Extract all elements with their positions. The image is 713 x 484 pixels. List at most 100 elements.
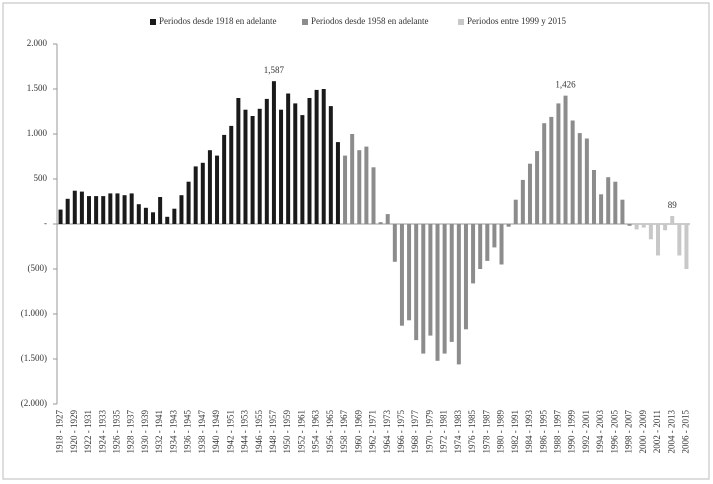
x-tick-label: 1950 - 1959 [282, 410, 292, 454]
bar [350, 134, 355, 224]
bar [492, 224, 497, 248]
bar [648, 224, 653, 240]
x-tick-label: 1978 - 1987 [481, 410, 491, 454]
x-tick-label: 1938 - 1947 [197, 410, 207, 454]
bar [200, 162, 205, 224]
bar [179, 195, 184, 224]
legend-label: Periodos desde 1958 en adelante [311, 16, 428, 26]
legend-swatch [150, 19, 156, 25]
bar [94, 196, 99, 224]
x-tick-label: 1994 - 2003 [595, 410, 605, 454]
x-tick-label: 1940 - 1949 [211, 410, 221, 454]
x-tick-label: 1964 - 1973 [382, 410, 392, 454]
y-tick-label: 1.000 [27, 128, 48, 138]
bar [307, 98, 312, 224]
bar [549, 116, 554, 224]
x-tick-label: 1998 - 2007 [624, 410, 634, 454]
bar [627, 224, 632, 226]
x-tick-label: 1954 - 1963 [311, 410, 321, 454]
bar [634, 224, 639, 230]
bar [563, 95, 568, 224]
bar [165, 216, 170, 224]
bar [655, 224, 660, 256]
bar [79, 191, 84, 224]
bar [613, 181, 618, 224]
x-tick-label: 1926 - 1935 [112, 410, 122, 454]
x-tick-label: 1986 - 1995 [538, 410, 548, 454]
x-tick-label: 1936 - 1945 [183, 410, 193, 454]
bar [527, 163, 532, 224]
x-tick-label: 1980 - 1989 [496, 410, 506, 454]
x-tick-label: 1942 - 1951 [225, 410, 235, 454]
x-tick-label: 1972 - 1981 [439, 410, 449, 454]
x-tick-label: 1958 - 1967 [339, 410, 349, 454]
bar [663, 224, 668, 231]
y-tick-label: (1.000) [21, 308, 47, 318]
x-tick-label: 1974 - 1983 [453, 410, 463, 454]
value-label: 89 [668, 200, 678, 210]
bar [570, 120, 575, 224]
bar [343, 155, 348, 224]
bar [449, 224, 454, 342]
legend-swatch [458, 19, 464, 25]
y-tick-label: 2.000 [27, 38, 48, 48]
bar [207, 150, 212, 224]
bar [72, 190, 77, 224]
bar [101, 196, 106, 224]
bar [371, 167, 376, 224]
bar [535, 151, 540, 224]
bar [506, 224, 511, 227]
bar [215, 155, 220, 224]
bar [186, 181, 191, 224]
bar [392, 224, 397, 262]
bar [620, 199, 625, 224]
bar [463, 224, 468, 330]
bar [335, 142, 340, 224]
value-label: 1,587 [264, 65, 285, 75]
bar [300, 115, 305, 224]
bar [229, 125, 234, 224]
bar [87, 196, 92, 224]
bar [115, 193, 120, 224]
bar [364, 146, 369, 224]
bar [321, 89, 326, 224]
bar [513, 199, 518, 224]
value-label: 1,426 [555, 80, 576, 90]
bar [456, 224, 461, 365]
bar [442, 224, 447, 354]
bar [236, 98, 241, 224]
y-tick-label: 1.500 [27, 83, 48, 93]
bar [65, 198, 70, 224]
bar [421, 224, 426, 354]
y-tick-label: (2.000) [21, 398, 47, 408]
x-tick-label: 2006 - 2015 [681, 410, 691, 454]
x-tick-label: 1924 - 1933 [97, 410, 107, 454]
x-tick-label: 1968 - 1977 [410, 410, 420, 454]
bar [129, 193, 134, 224]
x-tick-label: 1988 - 1997 [552, 410, 562, 454]
x-tick-label: 1944 - 1953 [240, 410, 250, 454]
bar [485, 224, 490, 261]
x-tick-label: 1982 - 1991 [510, 410, 520, 454]
bar [257, 108, 262, 224]
x-tick-label: 1930 - 1939 [140, 410, 150, 454]
bar [357, 150, 362, 224]
bar [684, 224, 689, 269]
x-tick-label: 1920 - 1929 [69, 410, 79, 454]
bar [250, 116, 255, 224]
bar [584, 138, 589, 224]
bar [122, 195, 127, 224]
bar [378, 222, 383, 224]
bar [414, 224, 419, 341]
x-tick-label: 1928 - 1937 [126, 410, 136, 454]
y-tick-label: (500) [28, 263, 48, 273]
bar [271, 81, 276, 224]
bar [399, 224, 404, 326]
bar [279, 109, 284, 224]
bar [520, 179, 525, 224]
x-tick-label: 1966 - 1975 [396, 410, 406, 454]
x-tick-label: 1996 - 2005 [609, 410, 619, 454]
